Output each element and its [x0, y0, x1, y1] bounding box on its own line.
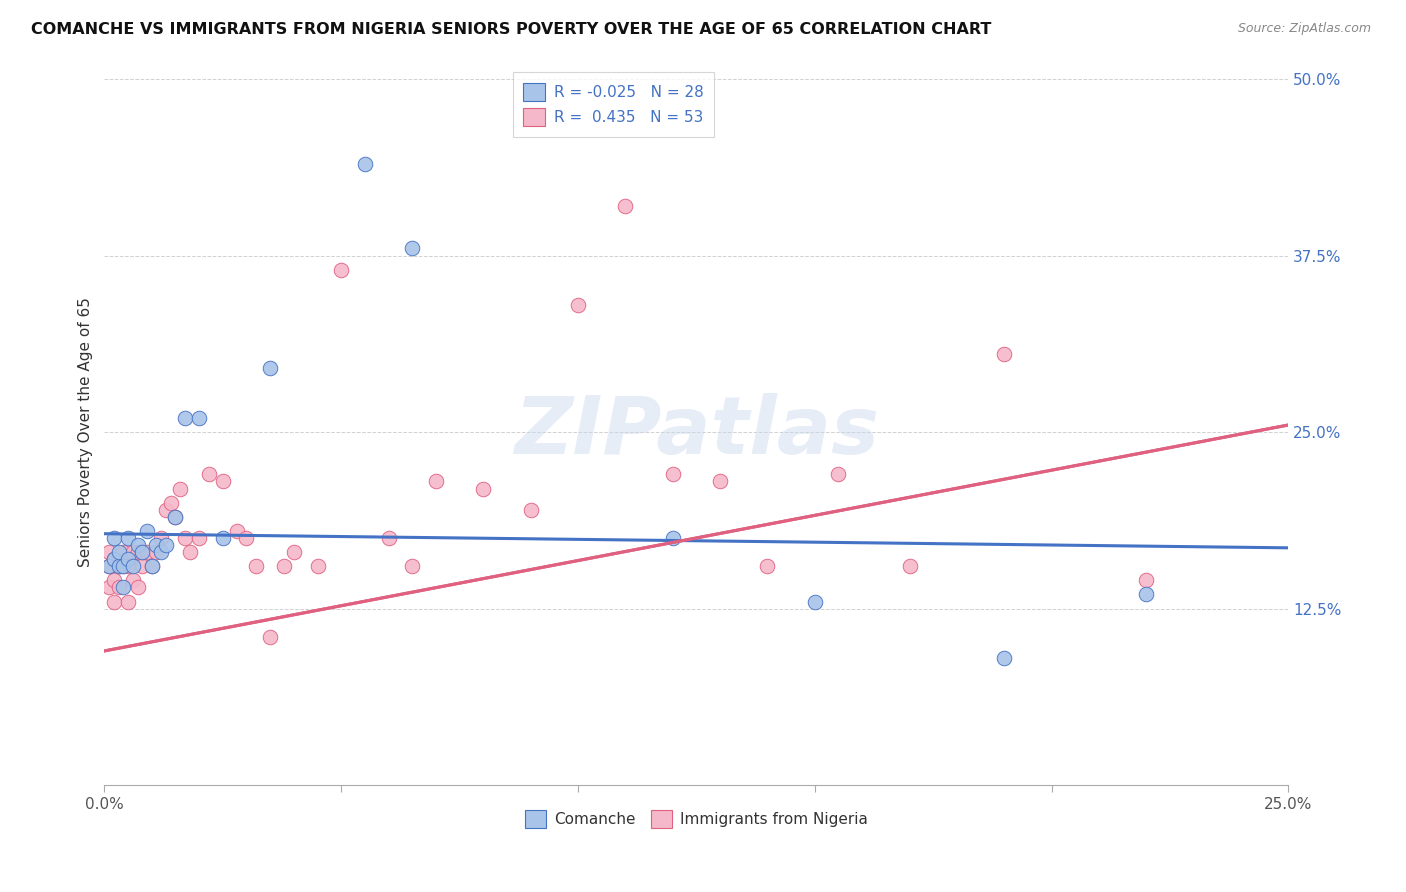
Point [188, 411, 211, 425]
Point [283, 545, 305, 559]
Text: Source: ZipAtlas.com: Source: ZipAtlas.com [1237, 22, 1371, 36]
Point [117, 552, 139, 566]
Point [103, 594, 125, 608]
Point [827, 467, 849, 482]
Point [103, 574, 125, 588]
Point [188, 531, 211, 545]
Point [211, 475, 233, 489]
Point [98, 559, 121, 574]
Point [472, 482, 495, 496]
Point [107, 559, 129, 574]
Point [103, 552, 125, 566]
Point [136, 524, 159, 538]
Point [131, 559, 153, 574]
Point [425, 475, 447, 489]
Point [259, 361, 281, 376]
Point [169, 482, 191, 496]
Point [179, 545, 201, 559]
Point [117, 531, 139, 545]
Point [174, 531, 197, 545]
Text: ZIPatlas: ZIPatlas [515, 393, 879, 471]
Point [226, 524, 249, 538]
Point [567, 298, 589, 312]
Point [211, 531, 233, 545]
Point [107, 559, 129, 574]
Point [1135, 574, 1157, 588]
Point [117, 559, 139, 574]
Point [259, 630, 281, 644]
Point [756, 559, 779, 574]
Point [197, 467, 219, 482]
Point [145, 538, 167, 552]
Point [245, 559, 267, 574]
Point [804, 594, 827, 608]
Point [103, 552, 125, 566]
Point [98, 559, 121, 574]
Point [401, 559, 423, 574]
Point [159, 496, 181, 510]
Point [107, 580, 129, 594]
Point [117, 594, 139, 608]
Point [614, 199, 637, 213]
Point [107, 545, 129, 559]
Point [150, 545, 173, 559]
Point [112, 580, 135, 594]
Point [330, 262, 353, 277]
Point [155, 538, 177, 552]
Point [993, 651, 1015, 665]
Point [709, 475, 731, 489]
Legend: Comanche, Immigrants from Nigeria: Comanche, Immigrants from Nigeria [519, 804, 875, 834]
Point [401, 242, 423, 256]
Point [121, 545, 143, 559]
Point [993, 347, 1015, 361]
Point [141, 559, 163, 574]
Point [127, 538, 149, 552]
Point [165, 509, 187, 524]
Point [131, 545, 153, 559]
Point [174, 411, 197, 425]
Point [136, 545, 159, 559]
Point [150, 531, 173, 545]
Point [127, 545, 149, 559]
Point [898, 559, 921, 574]
Point [121, 574, 143, 588]
Point [307, 559, 329, 574]
Point [165, 509, 187, 524]
Y-axis label: Seniors Poverty Over the Age of 65: Seniors Poverty Over the Age of 65 [79, 297, 93, 567]
Point [155, 502, 177, 516]
Point [141, 559, 163, 574]
Text: COMANCHE VS IMMIGRANTS FROM NIGERIA SENIORS POVERTY OVER THE AGE OF 65 CORRELATI: COMANCHE VS IMMIGRANTS FROM NIGERIA SENI… [31, 22, 991, 37]
Point [112, 559, 135, 574]
Point [131, 545, 153, 559]
Point [354, 157, 377, 171]
Point [519, 502, 541, 516]
Point [1135, 587, 1157, 601]
Point [103, 531, 125, 545]
Point [661, 467, 683, 482]
Point [235, 531, 257, 545]
Point [121, 559, 143, 574]
Point [98, 580, 121, 594]
Point [661, 531, 683, 545]
Point [377, 531, 399, 545]
Point [273, 559, 295, 574]
Point [145, 545, 167, 559]
Point [112, 559, 135, 574]
Point [112, 545, 135, 559]
Point [127, 580, 149, 594]
Point [98, 545, 121, 559]
